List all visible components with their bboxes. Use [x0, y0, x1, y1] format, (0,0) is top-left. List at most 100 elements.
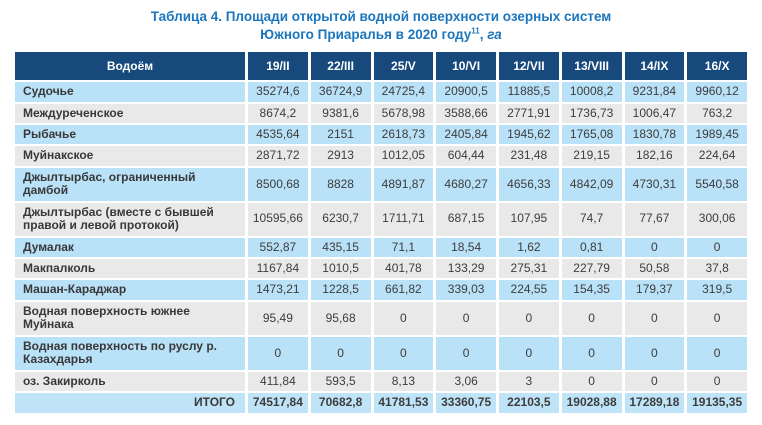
value-cell: 71,1 — [373, 237, 434, 258]
value-cell: 0 — [499, 336, 559, 370]
value-cell: 10008,2 — [561, 82, 622, 102]
value-cell: 4891,87 — [373, 167, 434, 201]
row-label: Думалак — [15, 237, 245, 258]
value-cell: 593,5 — [310, 371, 371, 392]
table-title: Таблица 4. Площади открытой водной повер… — [0, 8, 762, 43]
value-cell: 0 — [687, 301, 747, 335]
column-header-date: 22/III — [310, 52, 371, 81]
value-cell: 8828 — [310, 167, 371, 201]
value-cell: 339,03 — [436, 280, 496, 300]
table-row: Джылтырбас, ограниченный дамбой 8500,68 88… — [15, 167, 747, 201]
value-cell: 1945,62 — [499, 124, 559, 145]
value-cell: 0 — [248, 336, 308, 370]
table-header-row: Водоём 19/II 22/III 25/V 10/VI 12/VII 13/VIII 1… — [15, 52, 747, 81]
value-cell: 20900,5 — [436, 82, 496, 102]
value-cell: 763,2 — [687, 103, 747, 123]
value-cell: 37,8 — [687, 259, 747, 279]
value-cell: 95,68 — [310, 301, 371, 335]
row-label: Макпалколь — [15, 259, 245, 279]
row-label: Судочье — [15, 82, 245, 102]
value-cell: 9960,12 — [687, 82, 747, 102]
value-cell: 1830,78 — [624, 124, 685, 145]
value-cell: 24725,4 — [373, 82, 434, 102]
value-cell: 224,55 — [499, 280, 559, 300]
value-cell: 0 — [436, 336, 496, 370]
value-cell: 6230,7 — [310, 202, 371, 236]
total-label: ИТОГО — [15, 393, 245, 413]
column-header-date: 10/VI — [436, 52, 496, 81]
value-cell: 10595,66 — [248, 202, 308, 236]
value-cell: 1711,71 — [373, 202, 434, 236]
value-cell: 0 — [310, 336, 371, 370]
value-cell: 182,16 — [624, 146, 685, 166]
total-value-cell: 74517,84 — [248, 393, 308, 413]
value-cell: 0 — [561, 336, 622, 370]
table-row: Джылтырбас (вместе с бывшей правой и лев… — [15, 202, 747, 236]
table-title-comma: , — [479, 26, 488, 42]
total-value-cell: 41781,53 — [373, 393, 434, 413]
value-cell: 95,49 — [248, 301, 308, 335]
value-cell: 154,35 — [561, 280, 622, 300]
value-cell: 2151 — [310, 124, 371, 145]
value-cell: 2771,91 — [499, 103, 559, 123]
total-value-cell: 33360,75 — [436, 393, 496, 413]
total-value-cell: 19135,35 — [687, 393, 747, 413]
value-cell: 4656,33 — [499, 167, 559, 201]
value-cell: 107,95 — [499, 202, 559, 236]
value-cell: 1,62 — [499, 237, 559, 258]
value-cell: 3588,66 — [436, 103, 496, 123]
table-row: Макпалколь 1167,84 1010,5 401,78 133,29 275,3… — [15, 259, 747, 279]
value-cell: 0 — [687, 371, 747, 392]
column-header-date: 13/VIII — [561, 52, 622, 81]
table-row: Междуреченское 8674,2 9381,6 5678,98 3588,66… — [15, 103, 747, 123]
column-header-date: 19/II — [248, 52, 308, 81]
value-cell: 3 — [499, 371, 559, 392]
value-cell: 1167,84 — [248, 259, 308, 279]
value-cell: 0 — [624, 336, 685, 370]
row-label: Джылтырбас (вместе с бывшей правой и лев… — [15, 202, 245, 236]
value-cell: 3,06 — [436, 371, 496, 392]
value-cell: 8500,68 — [248, 167, 308, 201]
total-value-cell: 22103,5 — [499, 393, 559, 413]
column-header-date: 16/X — [687, 52, 747, 81]
value-cell: 4680,27 — [436, 167, 496, 201]
value-cell: 219,15 — [561, 146, 622, 166]
value-cell: 4842,09 — [561, 167, 622, 201]
value-cell: 435,15 — [310, 237, 371, 258]
table-row: Рыбачье 4535,64 2151 2618,73 2405,84 1945,62 1… — [15, 124, 747, 145]
value-cell: 231,48 — [499, 146, 559, 166]
column-header-date: 12/VII — [499, 52, 559, 81]
value-cell: 77,67 — [624, 202, 685, 236]
column-header-date: 14/IX — [624, 52, 685, 81]
water-surface-area-table: Водоём 19/II 22/III 25/V 10/VI 12/VII 13/VIII 1… — [12, 50, 750, 414]
value-cell: 9381,6 — [310, 103, 371, 123]
total-value-cell: 17289,18 — [624, 393, 685, 413]
value-cell: 661,82 — [373, 280, 434, 300]
value-cell: 0 — [624, 371, 685, 392]
row-label: Междуреченское — [15, 103, 245, 123]
value-cell: 11885,5 — [499, 82, 559, 102]
value-cell: 319,5 — [687, 280, 747, 300]
table-row: Муйнакское 2871,72 2913 1012,05 604,44 231,48… — [15, 146, 747, 166]
table-row: Машан-Караджар 1473,21 1228,5 661,82 339,03 2… — [15, 280, 747, 300]
footnote-marker: 11 — [471, 26, 480, 36]
value-cell: 1473,21 — [248, 280, 308, 300]
value-cell: 179,37 — [624, 280, 685, 300]
table-row: Думалак 552,87 435,15 71,1 18,54 1,62 0,81 0 0 — [15, 237, 747, 258]
value-cell: 2871,72 — [248, 146, 308, 166]
value-cell: 8,13 — [373, 371, 434, 392]
value-cell: 0 — [499, 301, 559, 335]
value-cell: 401,78 — [373, 259, 434, 279]
value-cell: 1012,05 — [373, 146, 434, 166]
value-cell: 0,81 — [561, 237, 622, 258]
value-cell: 18,54 — [436, 237, 496, 258]
row-label: Муйнакское — [15, 146, 245, 166]
value-cell: 4535,64 — [248, 124, 308, 145]
table-row: оз. Закирколь 411,84 593,5 8,13 3,06 3 0 0 0 — [15, 371, 747, 392]
value-cell: 5678,98 — [373, 103, 434, 123]
value-cell: 0 — [436, 301, 496, 335]
value-cell: 0 — [624, 237, 685, 258]
table-header: Водоём 19/II 22/III 25/V 10/VI 12/VII 13/VIII 1… — [15, 52, 747, 81]
value-cell: 9231,84 — [624, 82, 685, 102]
